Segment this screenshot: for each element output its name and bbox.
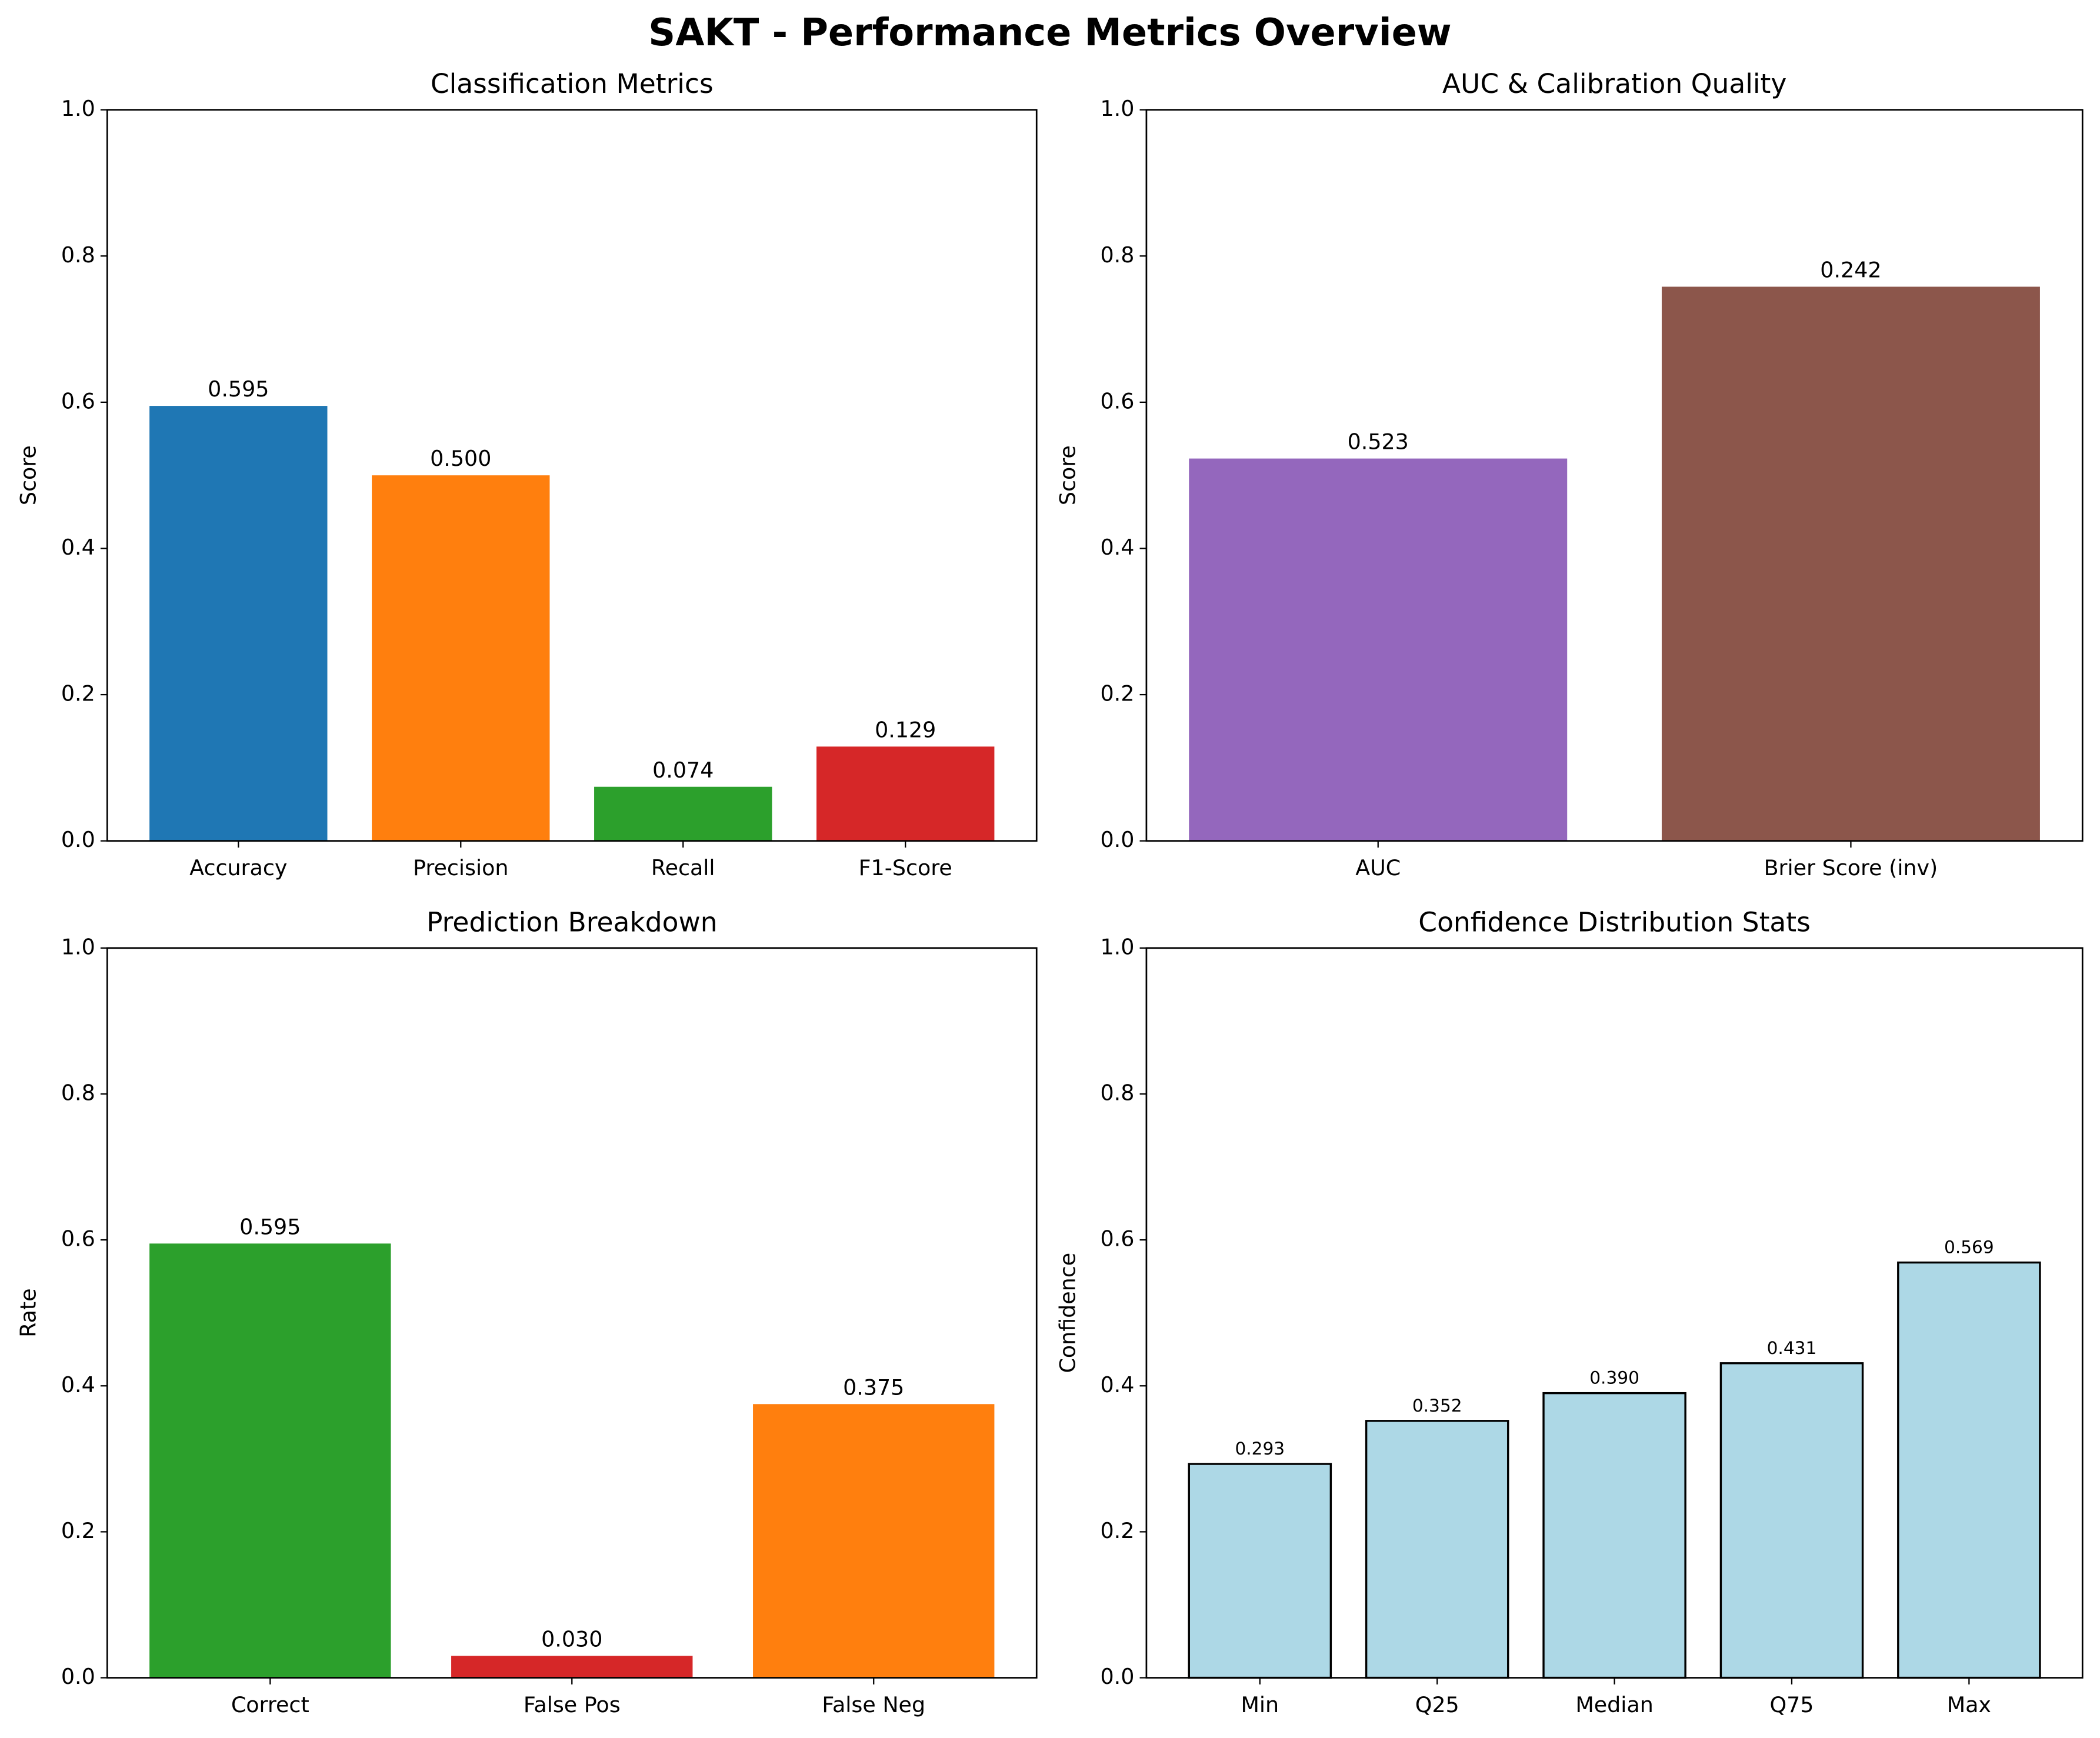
bar	[1897, 1261, 2041, 1679]
value-label: 0.129	[875, 717, 936, 742]
y-tick-label: 0.6	[1101, 388, 1135, 413]
value-label: 0.523	[1348, 429, 1409, 455]
bar	[372, 475, 550, 841]
x-tick-label: False Pos	[524, 1692, 621, 1717]
y-tick-label: 0.4	[61, 535, 95, 560]
y-tick-label: 0.0	[61, 827, 95, 852]
y-tick-label: 0.2	[1101, 1518, 1135, 1543]
bar	[1661, 286, 2040, 841]
x-tick-label: Min	[1241, 1692, 1279, 1717]
y-axis-label: Rate	[16, 1288, 41, 1337]
y-tick-label: 1.0	[61, 934, 95, 959]
x-tick-label: F1-Score	[859, 855, 952, 880]
bar	[1188, 1463, 1332, 1679]
bar	[594, 786, 772, 841]
subplot-title: AUC & Calibration Quality	[1442, 68, 1786, 99]
y-tick-label: 0.8	[61, 1080, 95, 1105]
value-label: 0.352	[1412, 1396, 1462, 1416]
bar	[1365, 1420, 1509, 1679]
x-tick-label: Recall	[651, 855, 715, 880]
bar	[1719, 1362, 1864, 1679]
x-tick-label: Brier Score (inv)	[1764, 855, 1938, 880]
x-tick-label: Correct	[231, 1692, 309, 1717]
bar	[753, 1404, 995, 1678]
value-label: 0.390	[1589, 1368, 1639, 1388]
x-tick-label: Q25	[1415, 1692, 1459, 1717]
subplot-title: Confidence Distribution Stats	[1418, 906, 1811, 938]
y-tick-label: 0.8	[1101, 242, 1135, 268]
y-axis-label: Confidence	[1055, 1253, 1080, 1373]
x-tick-label: Q75	[1769, 1692, 1814, 1717]
axes-frame	[1145, 947, 2084, 1679]
y-tick-label: 0.8	[1101, 1080, 1135, 1105]
subplot-title: Classification Metrics	[431, 68, 714, 99]
value-label: 0.074	[652, 758, 714, 783]
y-tick-label: 0.4	[1101, 1372, 1135, 1397]
y-tick-label: 0.6	[61, 1226, 95, 1252]
value-label: 0.030	[541, 1626, 602, 1652]
y-tick-label: 1.0	[1101, 934, 1135, 959]
x-tick-label: AUC	[1355, 855, 1401, 880]
bar	[451, 1656, 693, 1678]
y-tick-label: 0.0	[1101, 827, 1135, 852]
bar	[1542, 1392, 1686, 1679]
y-tick-label: 1.0	[1101, 96, 1135, 121]
axes-frame	[106, 109, 1038, 842]
y-tick-label: 0.2	[1101, 681, 1135, 706]
axes-frame	[106, 947, 1038, 1679]
value-label: 0.595	[208, 376, 269, 402]
value-label: 0.500	[430, 446, 491, 471]
axes-frame	[1145, 109, 2084, 842]
bar	[816, 746, 995, 841]
x-tick-label: Max	[1947, 1692, 1991, 1717]
y-tick-label: 0.0	[1101, 1664, 1135, 1689]
x-tick-label: False Neg	[822, 1692, 925, 1717]
x-tick-label: Median	[1575, 1692, 1653, 1717]
y-tick-label: 1.0	[61, 96, 95, 121]
x-tick-label: Accuracy	[189, 855, 287, 880]
y-tick-label: 0.2	[61, 681, 95, 706]
value-label: 0.569	[1944, 1237, 1994, 1257]
y-tick-label: 0.0	[61, 1664, 95, 1689]
subplot-title: Prediction Breakdown	[426, 906, 718, 938]
bar	[1189, 458, 1568, 841]
figure-title: SAKT - Performance Metrics Overview	[648, 11, 1451, 55]
value-label: 0.595	[239, 1214, 301, 1239]
value-label: 0.242	[1820, 258, 1881, 283]
value-label: 0.293	[1235, 1439, 1285, 1459]
y-axis-label: Score	[1055, 445, 1080, 505]
value-label: 0.431	[1767, 1338, 1817, 1358]
y-axis-label: Score	[16, 445, 41, 505]
y-tick-label: 0.2	[61, 1518, 95, 1543]
y-tick-label: 0.4	[1101, 535, 1135, 560]
value-label: 0.375	[843, 1375, 904, 1400]
y-tick-label: 0.8	[61, 242, 95, 268]
y-tick-label: 0.4	[61, 1372, 95, 1397]
x-tick-label: Precision	[413, 855, 508, 880]
y-tick-label: 0.6	[1101, 1226, 1135, 1252]
bar	[149, 406, 328, 841]
y-tick-label: 0.6	[61, 388, 95, 413]
bar	[149, 1243, 391, 1678]
